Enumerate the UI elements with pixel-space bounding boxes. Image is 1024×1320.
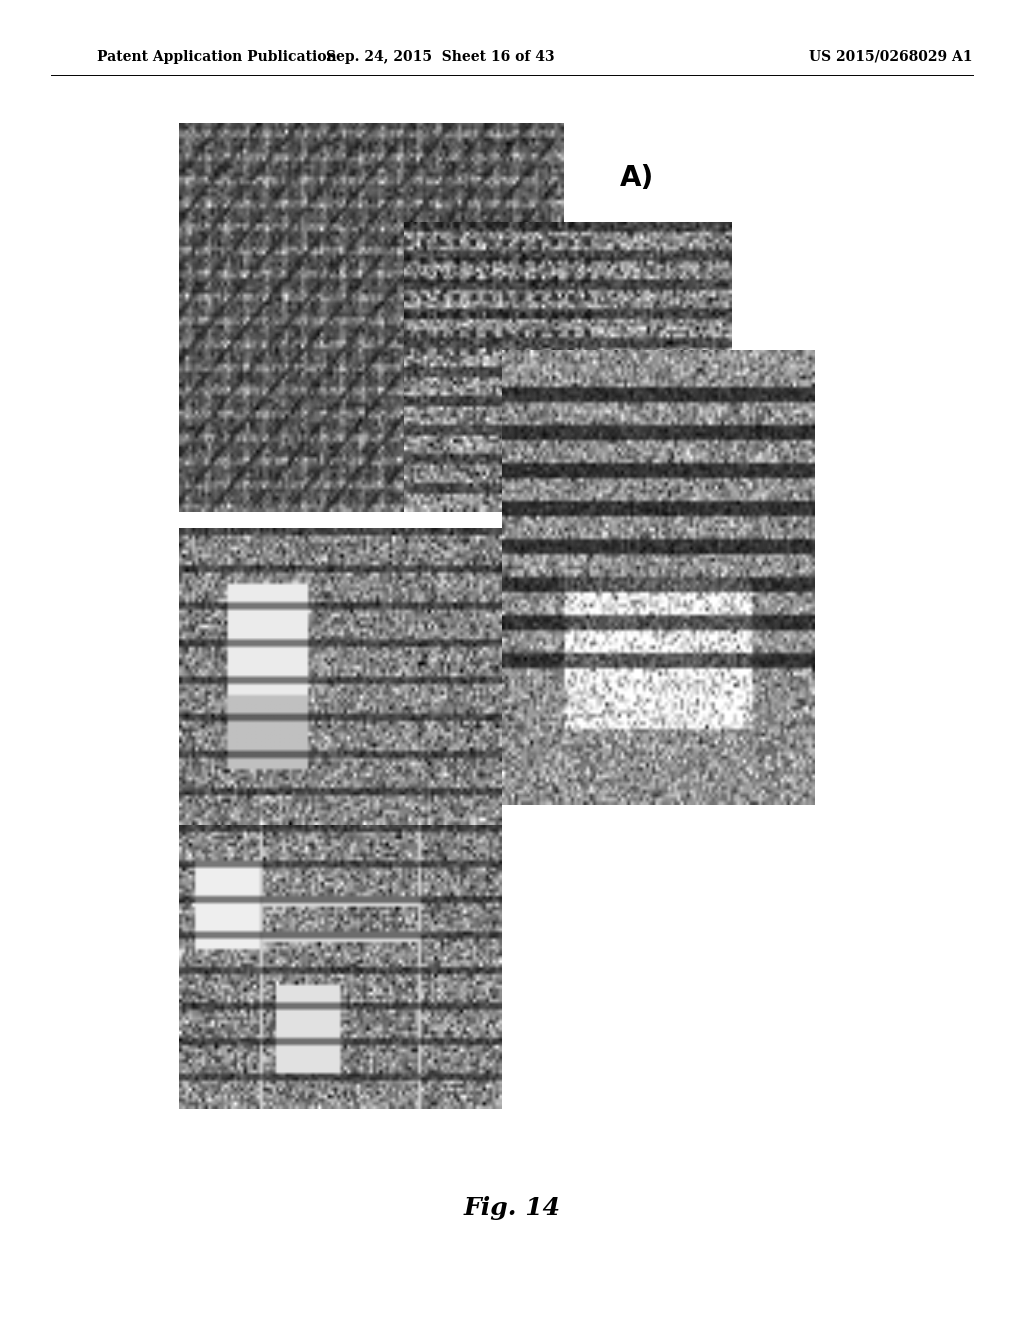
Text: A): A) bbox=[620, 164, 653, 193]
Bar bbox=[189, 1034, 317, 1089]
Text: 5 mm: 5 mm bbox=[232, 449, 269, 461]
Text: 300 μm: 300 μm bbox=[229, 1045, 278, 1057]
Bar bbox=[323, 818, 440, 944]
Bar bbox=[189, 437, 312, 492]
Text: Sep. 24, 2015  Sheet 16 of 43: Sep. 24, 2015 Sheet 16 of 43 bbox=[326, 50, 555, 63]
Text: 100 μm: 100 μm bbox=[601, 263, 648, 275]
Bar bbox=[558, 251, 691, 306]
Text: B): B) bbox=[326, 546, 359, 576]
Text: Patent Application Publication: Patent Application Publication bbox=[97, 50, 337, 63]
Text: Fig. 14: Fig. 14 bbox=[464, 1196, 560, 1220]
Text: US 2015/0268029 A1: US 2015/0268029 A1 bbox=[809, 50, 973, 63]
